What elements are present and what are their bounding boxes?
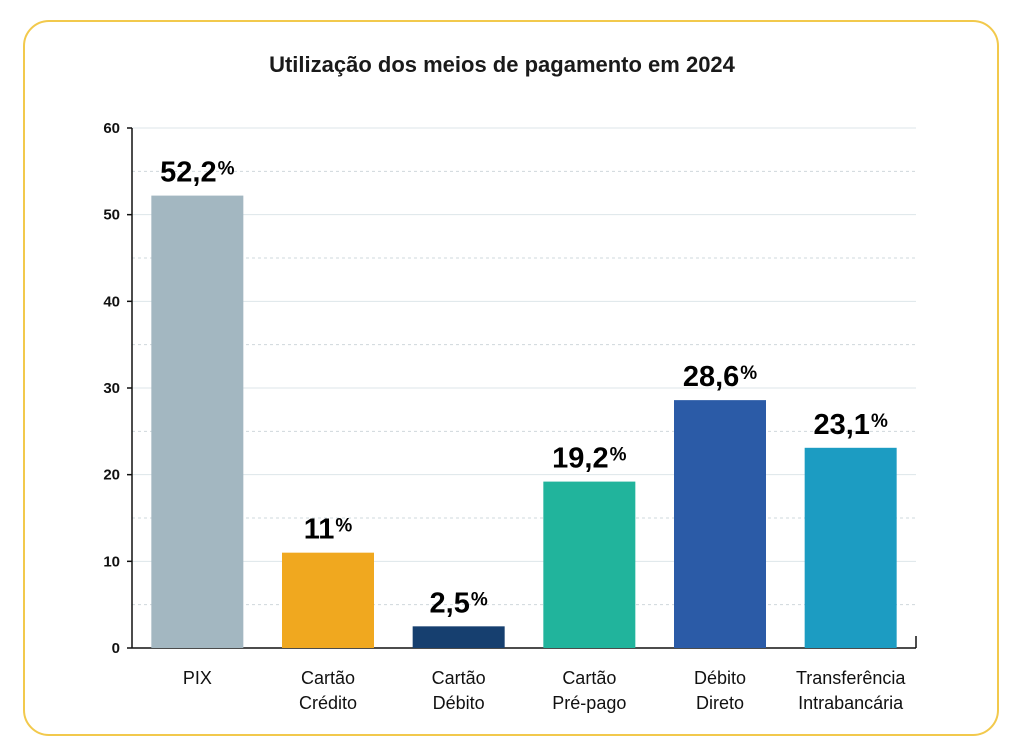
data-label: 28,6% bbox=[683, 361, 757, 393]
bar bbox=[674, 400, 766, 648]
y-tick-label: 20 bbox=[103, 467, 120, 484]
bar bbox=[282, 552, 374, 648]
x-tick-label: Cartão Débito bbox=[432, 668, 486, 713]
y-tick-label: 40 bbox=[103, 293, 120, 310]
data-label: 11% bbox=[304, 514, 353, 546]
bar bbox=[804, 447, 897, 648]
x-tick-label: Cartão Crédito bbox=[299, 668, 357, 713]
data-label: 19,2% bbox=[552, 443, 626, 475]
data-label: 23,1% bbox=[813, 409, 887, 441]
bar bbox=[151, 195, 244, 648]
y-tick-label: 10 bbox=[103, 553, 120, 570]
x-tick-label: Transferência Intrabancária bbox=[796, 668, 906, 713]
bar bbox=[543, 481, 636, 648]
y-tick-label: 0 bbox=[112, 640, 120, 657]
chart-title: Utilização dos meios de pagamento em 202… bbox=[269, 52, 735, 77]
y-tick-label: 60 bbox=[103, 120, 120, 137]
y-tick-label: 50 bbox=[103, 207, 120, 224]
data-label: 2,5% bbox=[430, 587, 488, 619]
bar bbox=[412, 626, 505, 648]
x-tick-label: Débito Direto bbox=[694, 668, 746, 713]
x-tick-label: PIX bbox=[183, 668, 212, 688]
y-tick-label: 30 bbox=[103, 380, 120, 397]
data-label: 52,2% bbox=[160, 157, 234, 189]
x-tick-label: Cartão Pré-pago bbox=[552, 668, 626, 713]
